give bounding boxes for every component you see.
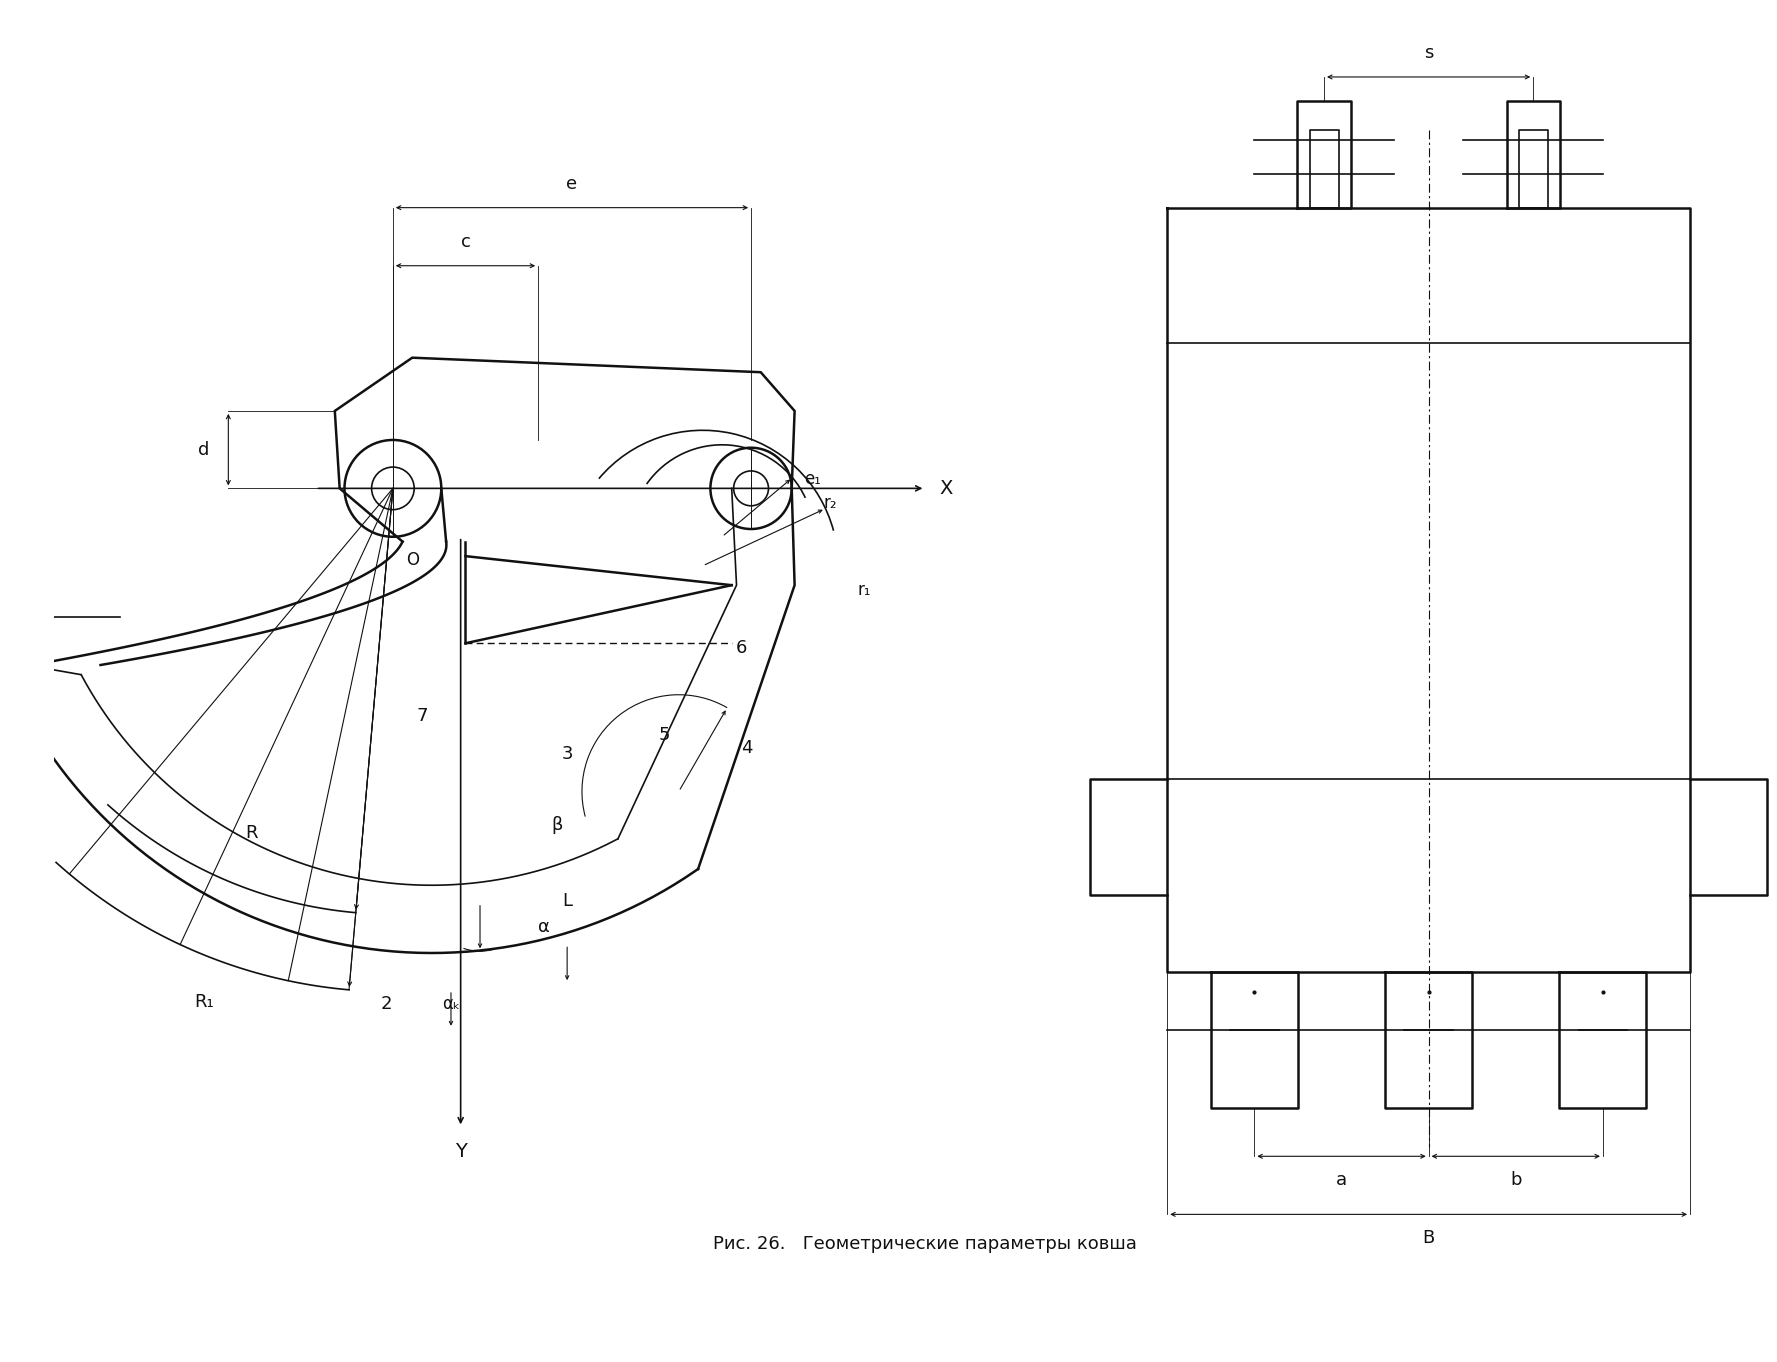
Text: 2: 2 xyxy=(380,996,391,1013)
Text: a: a xyxy=(1336,1171,1347,1189)
Text: R₁: R₁ xyxy=(194,993,213,1011)
Text: L: L xyxy=(562,892,572,910)
Text: Y: Y xyxy=(455,1141,467,1160)
Text: c: c xyxy=(460,233,471,251)
Text: r₂: r₂ xyxy=(825,494,837,512)
Text: α: α xyxy=(538,918,549,936)
Text: b: b xyxy=(1510,1171,1521,1189)
Text: e: e xyxy=(567,176,578,193)
Text: R: R xyxy=(245,824,258,843)
Text: Рис. 26.   Геометрические параметры ковша: Рис. 26. Геометрические параметры ковша xyxy=(713,1235,1137,1253)
Text: 4: 4 xyxy=(741,738,752,757)
Text: s: s xyxy=(1423,45,1434,63)
Text: αₖ: αₖ xyxy=(442,996,460,1013)
Text: 5: 5 xyxy=(657,726,670,744)
Text: 3: 3 xyxy=(562,745,572,764)
Text: d: d xyxy=(197,441,210,459)
Text: β: β xyxy=(551,816,563,835)
Text: 7: 7 xyxy=(416,707,428,725)
Text: 6: 6 xyxy=(736,639,746,656)
Text: e₁: e₁ xyxy=(805,470,821,488)
Text: r₁: r₁ xyxy=(858,580,871,599)
Text: X: X xyxy=(940,479,952,498)
Text: O: O xyxy=(405,552,419,569)
Text: B: B xyxy=(1423,1229,1434,1246)
